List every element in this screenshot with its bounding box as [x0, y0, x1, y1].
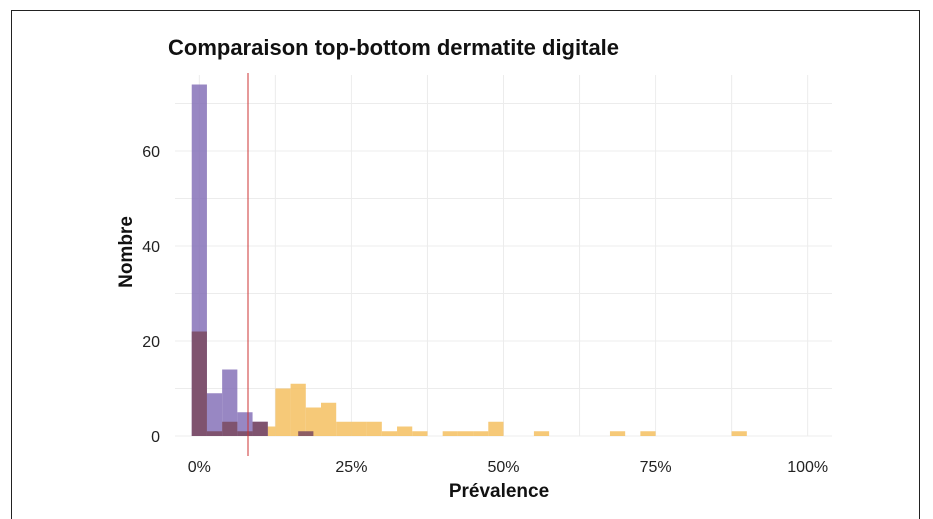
- x-tick-labels: 0% 25% 50% 75% 100%: [188, 459, 828, 476]
- histogram-bar: [609, 431, 626, 436]
- histogram-bar: [275, 388, 291, 436]
- histogram-bar: [237, 431, 253, 436]
- histogram-bar: [397, 426, 413, 436]
- y-tick-label: 40: [142, 239, 160, 256]
- chart-title: Comparaison top-bottom dermatite digital…: [168, 35, 619, 60]
- histogram-bar: [252, 421, 268, 436]
- histogram-bar: [222, 421, 238, 436]
- x-tick-label: 75%: [640, 459, 672, 476]
- histogram-bar: [222, 369, 238, 436]
- y-tick-labels: 0 20 40 60: [142, 144, 160, 446]
- histogram-bar: [488, 421, 504, 436]
- grid-lines: [175, 75, 832, 437]
- histogram-bar: [290, 383, 306, 436]
- y-tick-label: 60: [142, 144, 160, 161]
- histogram-bar: [533, 431, 550, 436]
- histogram-bar: [366, 421, 382, 436]
- histogram-bar: [336, 421, 352, 436]
- y-tick-label: 20: [142, 334, 160, 351]
- histogram-bar: [640, 431, 656, 436]
- y-axis-title: Nombre: [116, 216, 137, 288]
- x-tick-label: 0%: [188, 459, 211, 476]
- y-tick-label: 0: [151, 429, 160, 446]
- histogram-bar: [237, 412, 253, 436]
- histogram-bar: [457, 431, 474, 436]
- x-axis-title: Prévalence: [449, 481, 549, 502]
- histogram-bar: [298, 431, 314, 436]
- histogram-bar: [191, 331, 207, 436]
- x-tick-label: 25%: [335, 459, 367, 476]
- x-tick-label: 100%: [787, 459, 828, 476]
- histogram-bar: [473, 431, 489, 436]
- histogram-bar: [321, 402, 337, 436]
- histogram-bar: [381, 431, 398, 436]
- histogram-bar: [305, 407, 321, 436]
- histogram-bar: [351, 421, 367, 436]
- histogram-bars: [191, 84, 747, 436]
- histogram-bar: [442, 431, 458, 436]
- histogram-bar: [731, 431, 747, 436]
- histogram-bar: [206, 431, 223, 436]
- x-tick-label: 50%: [487, 459, 519, 476]
- histogram-bar: [206, 393, 223, 436]
- histogram-bar: [412, 431, 428, 436]
